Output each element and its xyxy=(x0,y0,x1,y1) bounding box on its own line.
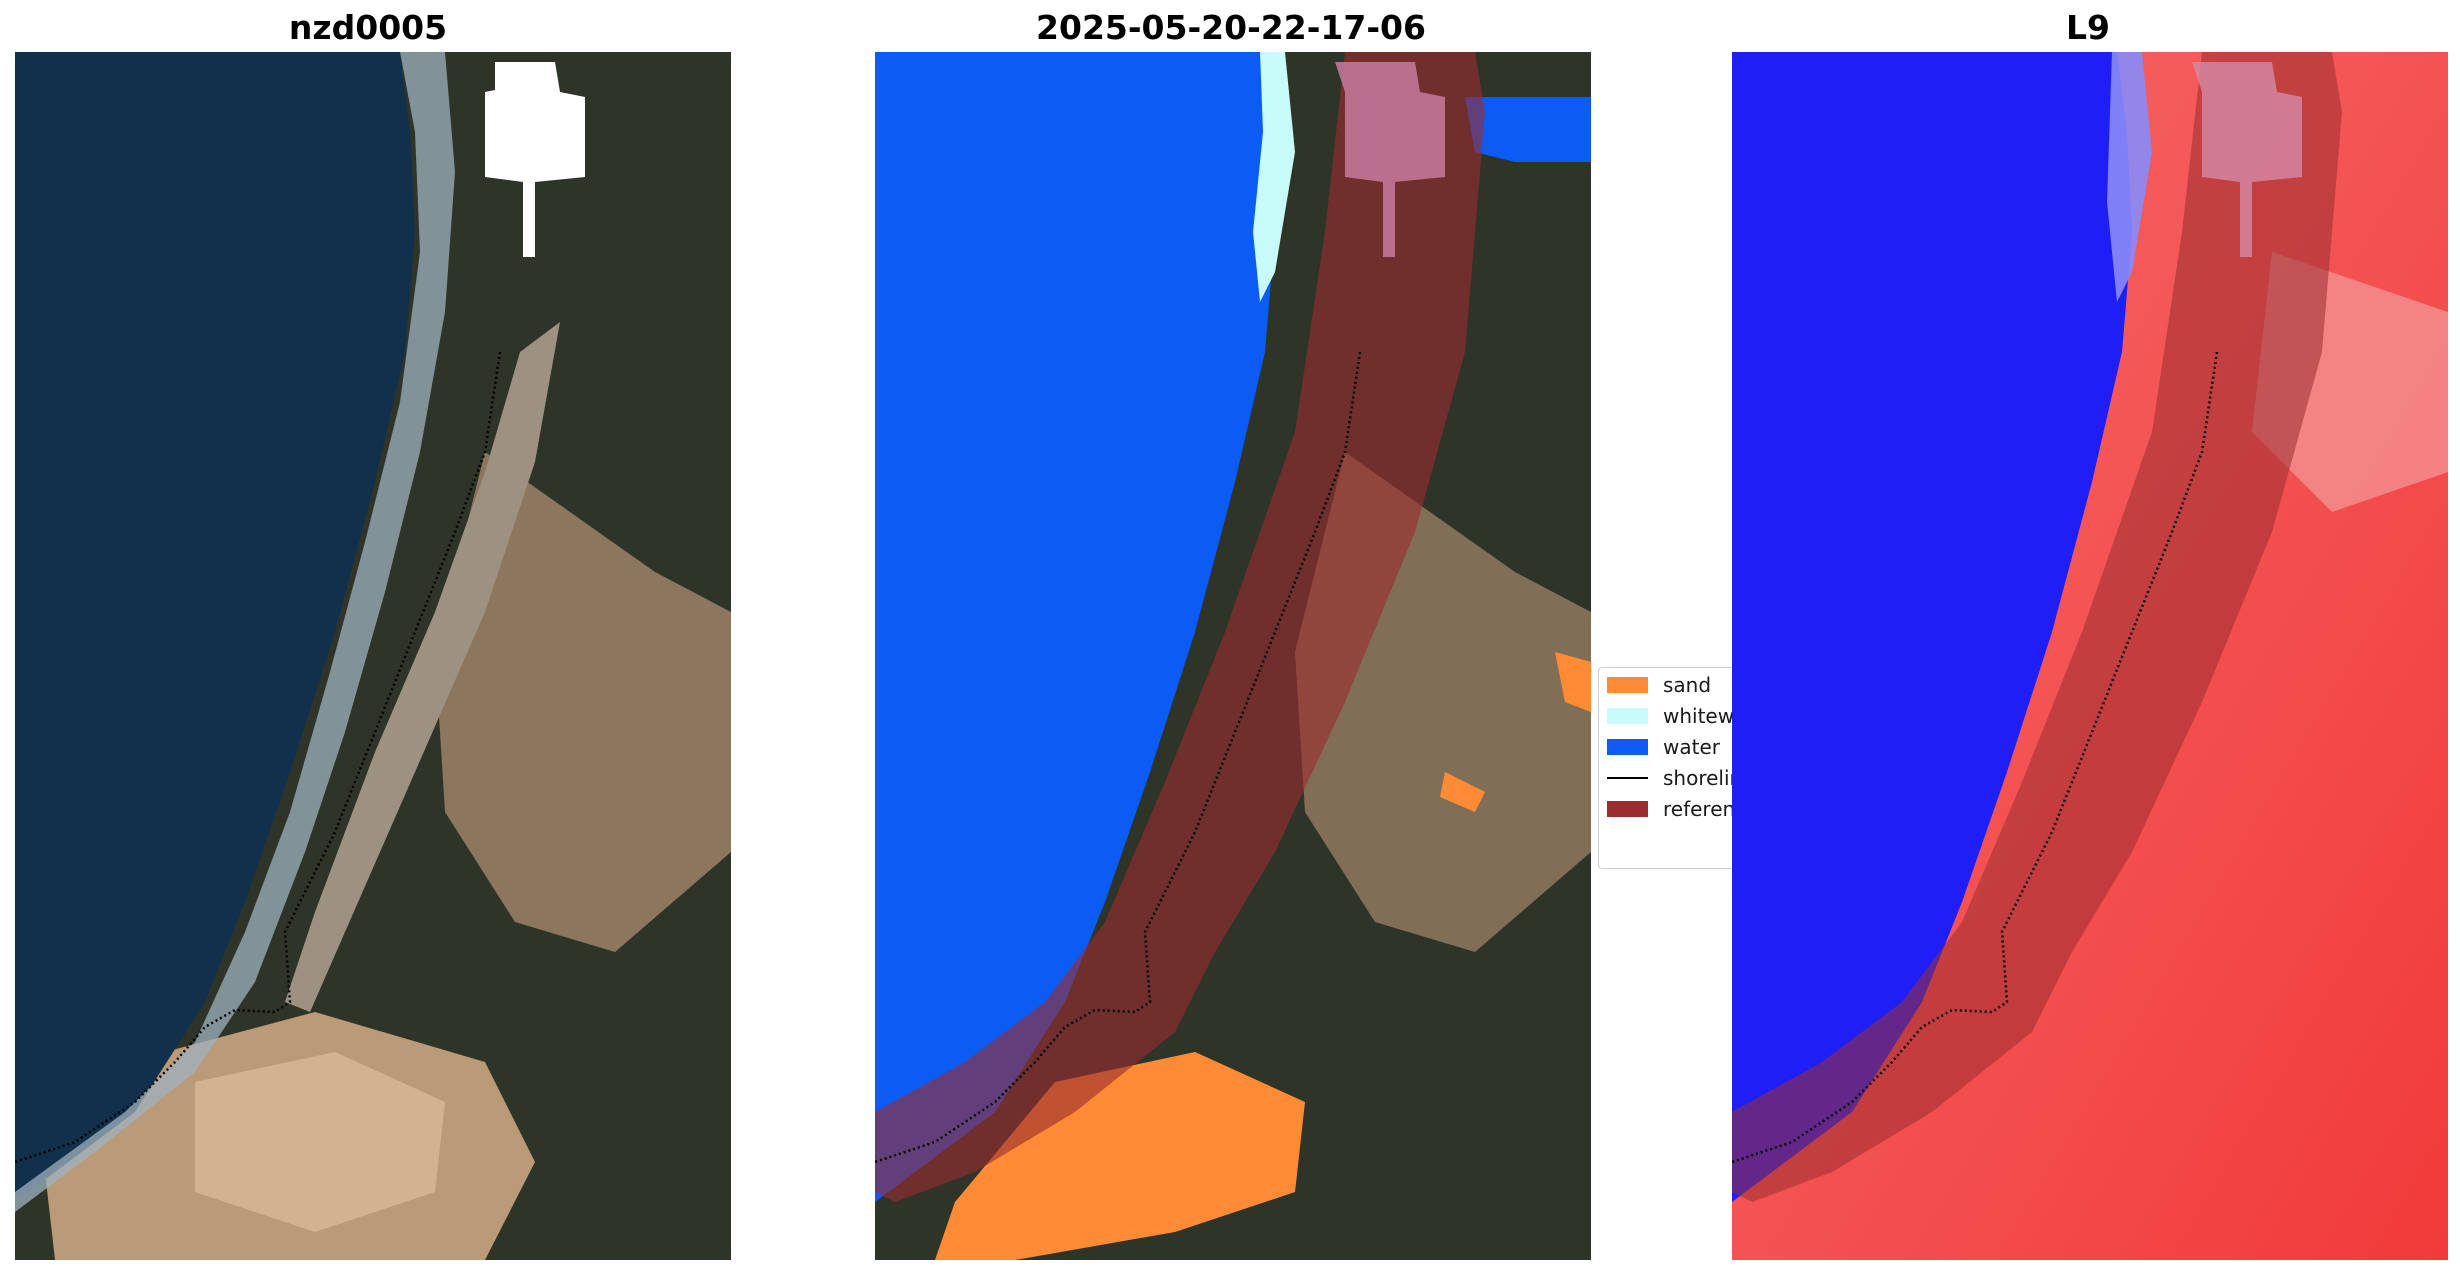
panel-title-index: L9 xyxy=(2066,8,2110,47)
shoreline-line xyxy=(15,351,502,1164)
map-legend: sand whitewater water shoreline referenc… xyxy=(1598,667,1734,869)
legend-line-shoreline xyxy=(1607,777,1648,779)
index-panel xyxy=(1732,52,2448,1260)
legend-item-shoreline: shoreline xyxy=(1607,766,1734,790)
legend-label-reference: reference shoreline buffer xyxy=(1663,797,1734,821)
panel-title-rgb: nzd0005 xyxy=(288,8,448,47)
legend-item-water: water xyxy=(1607,735,1720,759)
legend-label-water: water xyxy=(1663,735,1720,759)
legend-label-shoreline: shoreline xyxy=(1663,766,1734,790)
rgb-image xyxy=(15,52,731,1260)
legend-swatch-reference xyxy=(1607,801,1648,817)
cloud-mask-shape xyxy=(485,62,585,257)
legend-swatch-whitewater xyxy=(1607,708,1648,724)
legend-item-sand: sand xyxy=(1607,673,1712,697)
legend-label-whitewater: whitewater xyxy=(1663,704,1734,728)
legend-label-sand: sand xyxy=(1663,673,1712,697)
legend-item-reference: reference shoreline buffer xyxy=(1607,797,1734,821)
classification-panel xyxy=(875,52,1591,1260)
legend-swatch-water xyxy=(1607,739,1648,755)
legend-item-whitewater: whitewater xyxy=(1607,704,1734,728)
legend-swatch-sand xyxy=(1607,677,1648,693)
panel-title-classification: 2025-05-20-22-17-06 xyxy=(1036,8,1426,47)
rgb-image-panel xyxy=(15,52,731,1260)
reference-buffer-shape xyxy=(875,52,1485,1202)
reference-buffer-shape xyxy=(1732,52,2342,1202)
classification-image xyxy=(875,52,1591,1260)
index-image xyxy=(1732,52,2448,1260)
shoreline-line xyxy=(875,351,1362,1164)
shoreline-line xyxy=(1732,351,2219,1164)
